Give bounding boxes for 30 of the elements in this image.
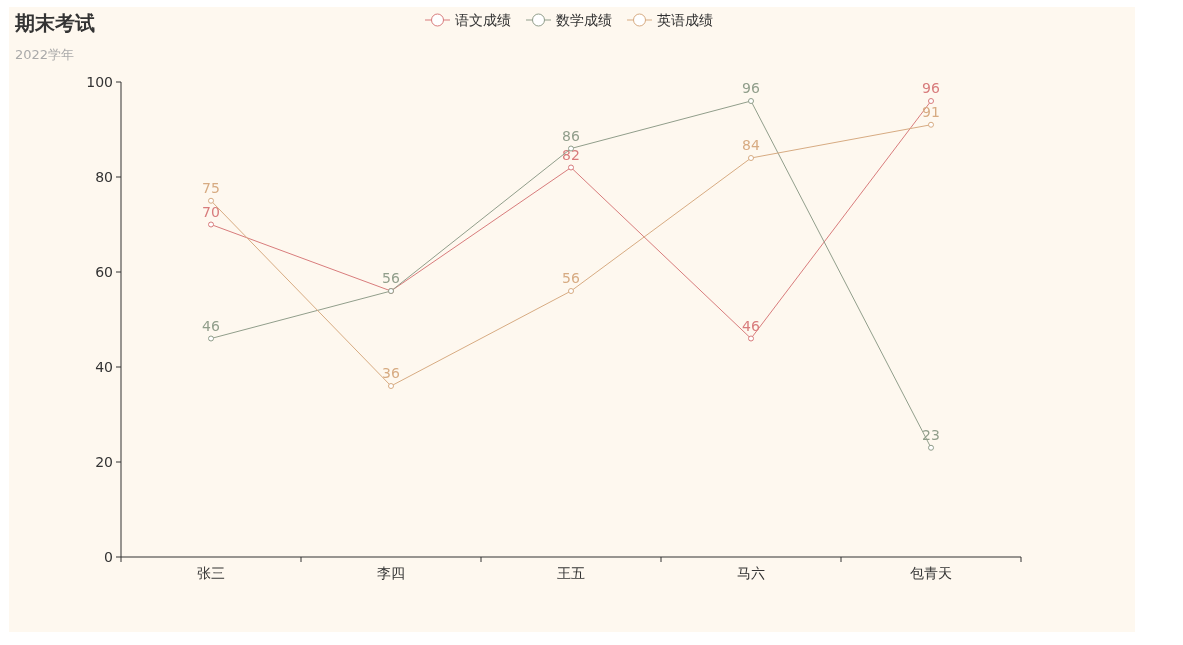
- y-tick-label: 60: [95, 264, 113, 280]
- data-label: 86: [562, 127, 580, 144]
- chart-title: 期末考试: [14, 11, 95, 35]
- data-label: 84: [742, 137, 760, 153]
- x-tick-label: 李四: [377, 565, 405, 581]
- y-tick-label: 100: [86, 74, 113, 90]
- legend-label: 英语成绩: [657, 12, 713, 28]
- x-tick-label: 张三: [197, 565, 225, 581]
- x-tick-label: 包青天: [910, 565, 952, 581]
- data-label: 46: [742, 317, 760, 334]
- y-tick-label: 0: [104, 549, 113, 565]
- data-label: 46: [202, 317, 220, 334]
- x-tick-label: 马六: [737, 565, 765, 581]
- legend-label: 语文成绩: [455, 12, 511, 28]
- y-tick-label: 20: [95, 454, 113, 470]
- data-label: 70: [202, 203, 220, 220]
- chart-subtitle: 2022学年: [15, 47, 75, 62]
- data-label: 56: [382, 270, 400, 286]
- y-tick-label: 80: [95, 169, 113, 185]
- data-label: 91: [922, 103, 940, 120]
- x-tick-label: 王五: [557, 565, 585, 581]
- data-label: 96: [742, 80, 760, 96]
- data-label: 82: [562, 146, 580, 163]
- data-label: 56: [562, 270, 580, 286]
- data-label: 23: [922, 426, 940, 443]
- legend-label: 数学成绩: [556, 12, 612, 28]
- y-tick-label: 40: [95, 359, 113, 375]
- data-label: 75: [202, 179, 220, 196]
- data-label: 96: [922, 80, 940, 96]
- data-label: 36: [382, 365, 400, 381]
